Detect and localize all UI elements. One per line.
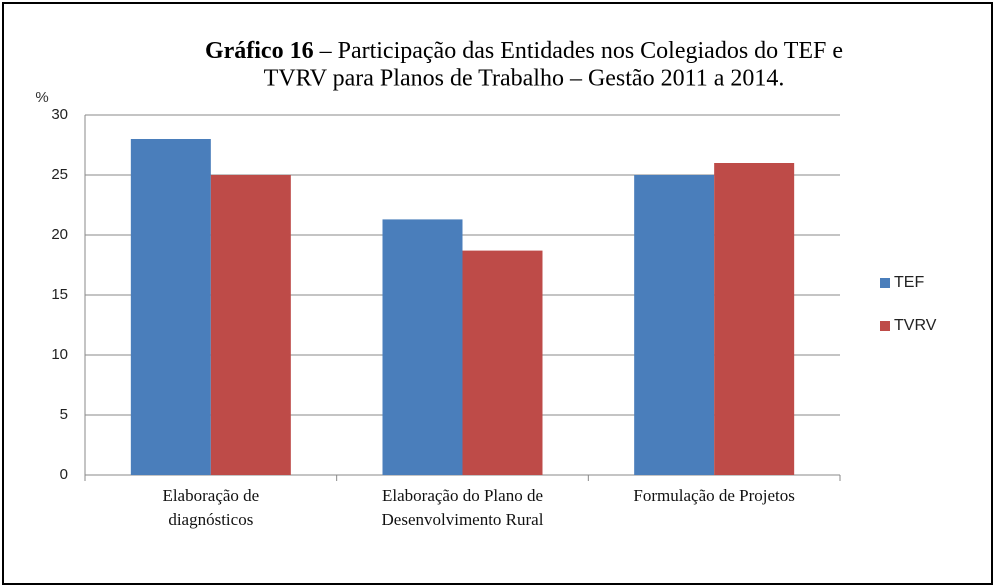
legend-label: TVRV <box>894 317 937 334</box>
x-tick-label: diagnósticos <box>168 510 253 529</box>
legend-swatch <box>880 321 890 331</box>
x-tick-label: Formulação de Projetos <box>633 486 794 505</box>
bar <box>462 250 543 475</box>
chart-title: Gráfico 16 – Participação das Entidades … <box>205 38 843 64</box>
y-tick-label: 0 <box>60 466 68 483</box>
y-tick-label: 20 <box>51 226 68 243</box>
bar <box>714 163 795 475</box>
y-tick-label: 5 <box>60 406 68 423</box>
y-tick-label: 15 <box>51 286 68 303</box>
title-label: Gráfico 16 <box>205 38 314 64</box>
y-tick-label: 30 <box>51 106 68 123</box>
bar <box>382 219 463 475</box>
y-tick-label: 10 <box>51 346 68 363</box>
legend-swatch <box>880 278 890 288</box>
bar <box>210 175 291 475</box>
bar <box>634 175 715 475</box>
x-tick-label: Elaboração do Plano de <box>382 486 543 505</box>
y-axis-label: % <box>35 89 48 106</box>
x-tick-label: Elaboração de <box>162 486 259 505</box>
y-tick-label: 25 <box>51 166 68 183</box>
title-line: – Participação das Entidades nos Colegia… <box>314 38 843 64</box>
title-line: TVRV para Planos de Trabalho – Gestão 20… <box>264 66 785 92</box>
legend-label: TEF <box>894 274 924 291</box>
x-tick-label: Desenvolvimento Rural <box>382 510 544 529</box>
bar <box>130 139 211 475</box>
